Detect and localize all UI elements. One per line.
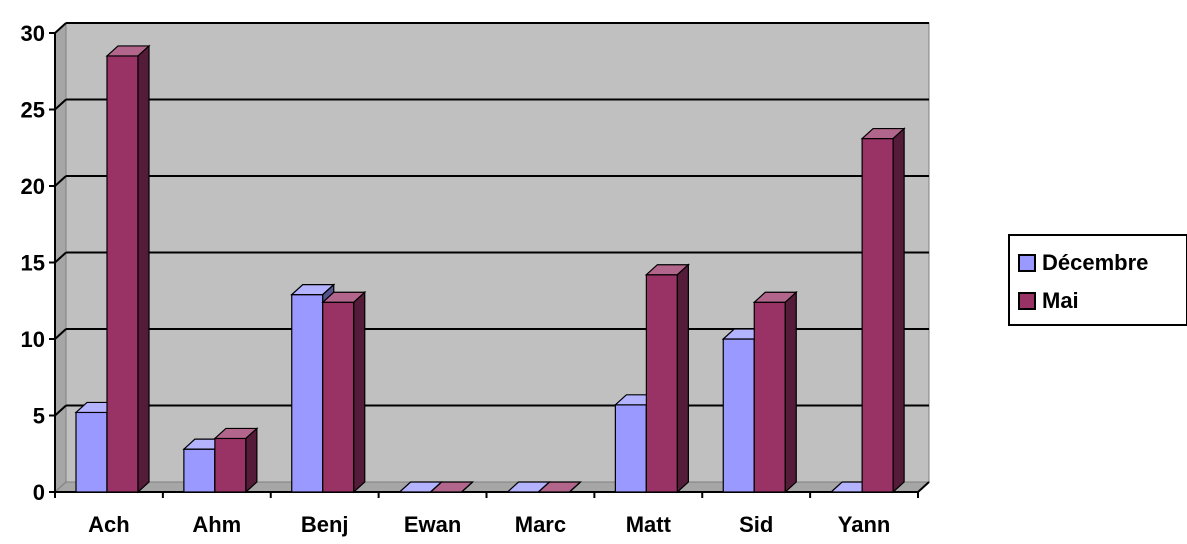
gridline-side	[54, 404, 67, 417]
bar-side	[353, 290, 366, 494]
x-tick-label: Ahm	[192, 512, 241, 537]
bar	[291, 294, 324, 493]
bar-side	[245, 427, 258, 494]
x-tick-label: Sid	[739, 512, 773, 537]
y-tick-label: 25	[21, 98, 45, 123]
y-tick-label: 5	[33, 404, 45, 429]
x-tick-label: Ewan	[404, 512, 461, 537]
bar	[722, 338, 755, 493]
x-tick-label: Matt	[626, 512, 672, 537]
bar	[75, 411, 108, 493]
y-tick-label: 15	[21, 251, 45, 276]
bar	[214, 437, 247, 493]
bar	[861, 137, 894, 493]
bar-side	[137, 44, 150, 494]
gridline-side	[54, 98, 67, 111]
bar	[753, 301, 786, 493]
legend-label-mai: Mai	[1042, 288, 1079, 313]
y-tick-label: 10	[21, 327, 45, 352]
gridline-side	[54, 251, 67, 264]
y-tick-label: 30	[21, 21, 45, 46]
y-tick-label: 0	[33, 480, 45, 505]
x-tick-label: Benj	[301, 512, 349, 537]
bar	[645, 274, 678, 493]
bar	[322, 301, 355, 493]
x-axis-depth	[917, 481, 930, 493]
bar-side	[461, 481, 474, 493]
legend: Décembre Mai	[1008, 234, 1187, 326]
x-tick-label: Marc	[515, 512, 566, 537]
legend-label-decembre: Décembre	[1042, 250, 1149, 275]
bar-side	[569, 481, 581, 493]
bar	[614, 404, 647, 493]
bar-side	[892, 127, 905, 494]
x-tick-label: Ach	[88, 512, 130, 537]
bar	[106, 55, 139, 493]
x-tick-label: Yann	[838, 512, 891, 537]
legend-item-decembre: Décembre	[1018, 244, 1186, 282]
y-tick-label: 20	[21, 174, 45, 199]
gridline-side	[54, 22, 67, 34]
legend-item-mai: Mai	[1018, 282, 1186, 320]
bar-side	[676, 263, 689, 494]
gridline-side	[54, 328, 67, 340]
bar	[183, 448, 216, 493]
gridline-side	[54, 175, 67, 187]
legend-swatch-decembre	[1018, 254, 1036, 272]
bar-side	[784, 290, 797, 494]
legend-swatch-mai	[1018, 292, 1036, 310]
